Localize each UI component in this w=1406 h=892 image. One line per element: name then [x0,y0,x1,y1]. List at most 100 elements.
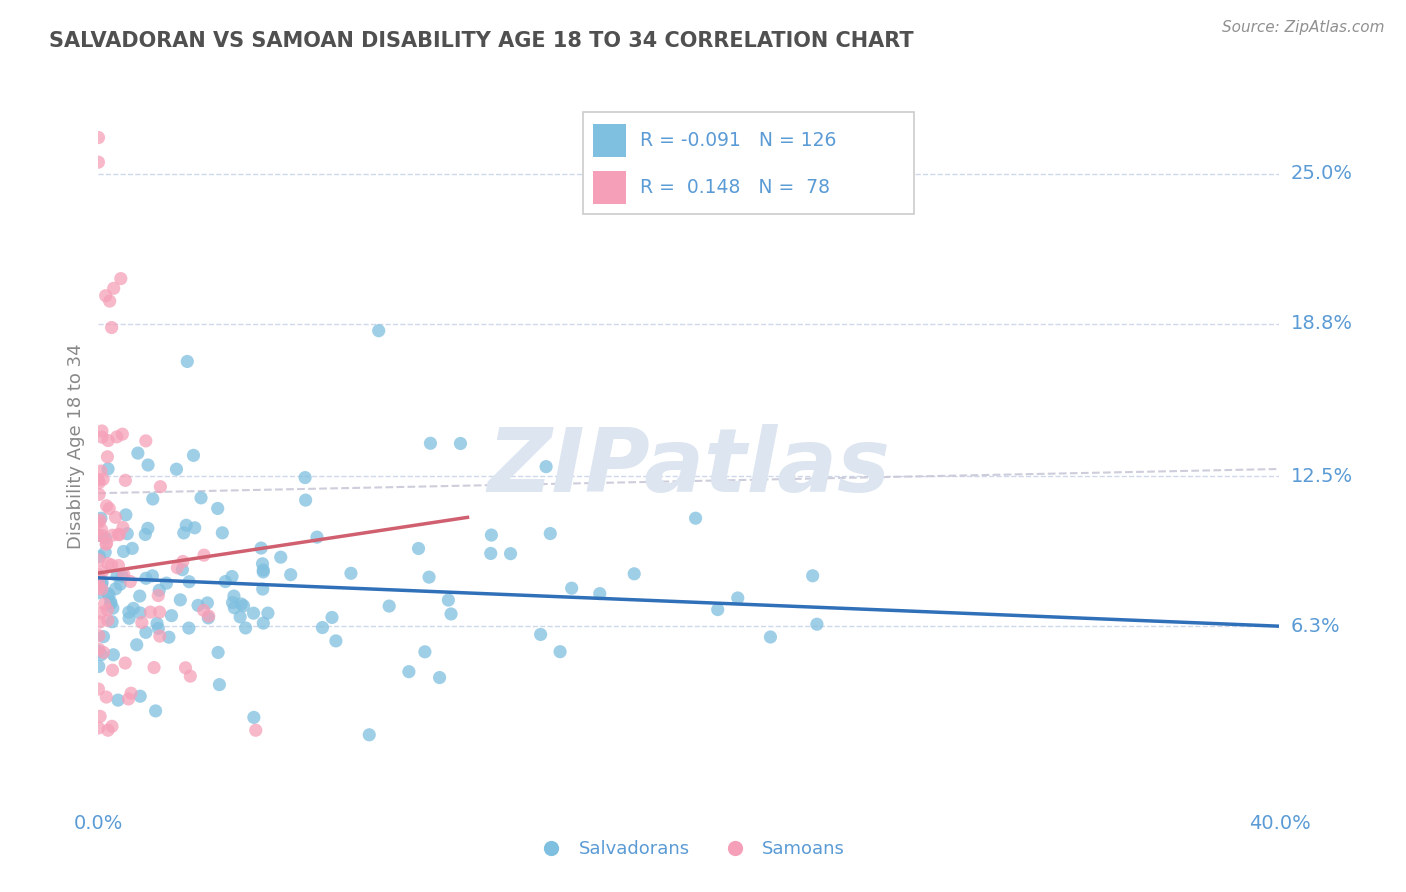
Point [94,545,117,559]
Point [252,563,274,577]
Point [120,574,142,589]
Point [139,605,162,619]
Point [91,574,114,589]
Point [166,462,188,476]
Point [160,608,183,623]
Point [101,663,124,677]
Point [127,446,149,460]
Point [257,606,280,620]
Point [89,615,111,629]
Point [96,499,118,513]
Point [104,510,127,524]
Text: 6.3%: 6.3% [1291,616,1340,636]
Point [104,582,127,596]
Point [87,721,110,735]
Point [87,487,110,501]
Point [114,474,136,488]
Point [135,571,157,585]
Point [149,480,172,494]
Point [112,567,135,582]
Point [87,659,110,673]
Point [100,595,122,609]
Point [110,577,132,591]
Point [97,557,120,571]
Point [142,491,165,506]
Point [96,603,118,617]
Point [149,629,172,643]
Point [87,155,110,169]
Point [197,596,219,610]
Point [91,472,114,486]
Point [224,600,246,615]
Point [193,548,215,562]
Point [589,586,612,600]
Point [105,430,128,444]
Point [136,458,159,472]
Point [145,704,167,718]
Point [235,621,257,635]
Point [166,560,188,574]
Point [107,558,129,573]
Point [91,528,114,542]
Point [100,320,122,334]
Point [479,546,502,560]
Text: 18.8%: 18.8% [1291,314,1353,334]
Point [367,324,389,338]
Text: ZIPatlas: ZIPatlas [488,424,890,511]
Point [107,527,129,541]
Point [623,566,645,581]
Point [117,526,139,541]
Point [157,630,180,644]
Point [87,528,110,542]
Point [89,475,111,490]
Point [101,601,124,615]
Point [97,434,120,448]
Point [91,565,114,579]
Point [89,549,111,564]
Point [529,627,551,641]
Point [437,593,460,607]
Point [141,569,163,583]
Point [87,571,110,585]
Point [187,599,209,613]
Point [87,681,110,696]
Point [252,582,274,596]
Point [155,576,177,591]
Point [118,611,141,625]
Point [87,130,110,145]
Point [222,589,245,603]
Point [252,565,274,579]
Point [280,567,302,582]
Point [190,491,212,505]
Point [177,621,200,635]
Point [107,693,129,707]
Point [534,459,557,474]
Point [101,528,124,542]
FancyBboxPatch shape [583,112,914,214]
Point [231,597,253,611]
Point [90,606,112,620]
Point [111,427,134,442]
Point [479,528,502,542]
Point [221,596,243,610]
Point [245,723,267,738]
Point [90,577,112,591]
Point [440,607,463,621]
Point [250,541,273,555]
Point [685,511,707,525]
Point [174,661,197,675]
Point [115,508,138,522]
Point [98,588,121,602]
Point [176,354,198,368]
Point [193,603,215,617]
Point [98,294,121,309]
Point [172,563,194,577]
Point [100,558,122,572]
Point [148,605,170,619]
Point [120,686,142,700]
Point [97,723,120,738]
Point [96,536,118,550]
Point [111,520,134,534]
Point [252,557,274,571]
Point [87,567,110,582]
